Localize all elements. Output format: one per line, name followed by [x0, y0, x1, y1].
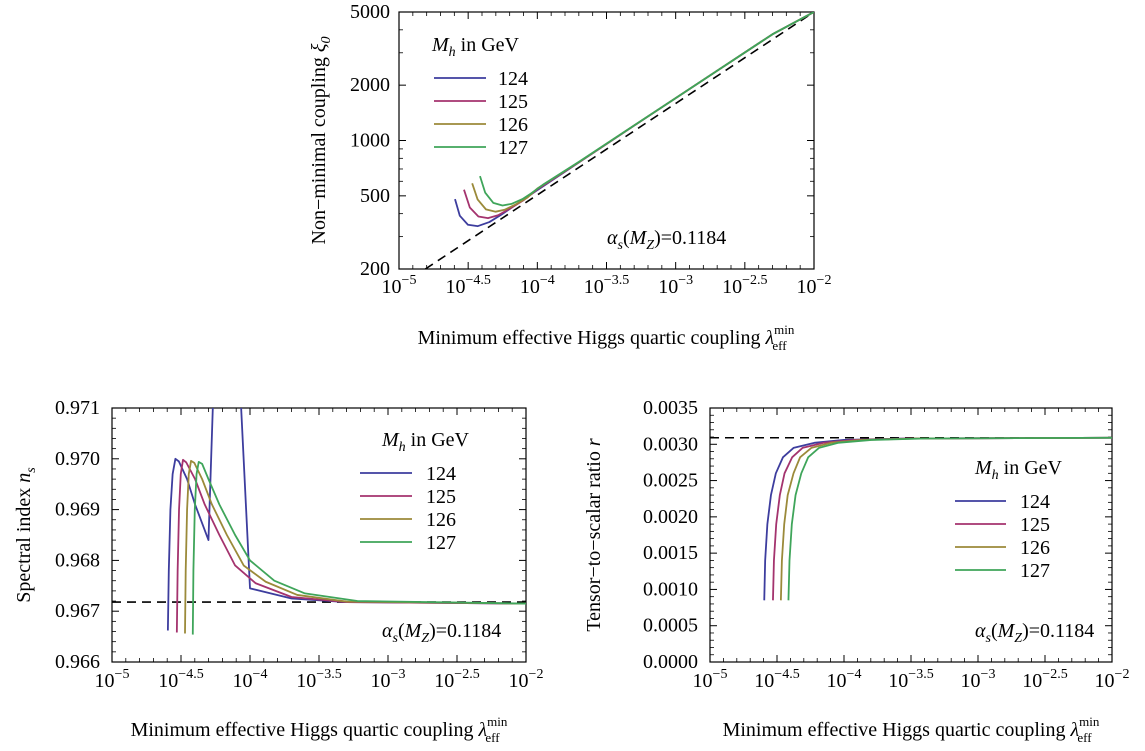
- x-tick-label: 10−5: [693, 667, 728, 692]
- x-tick-label: 10−3.5: [888, 667, 933, 692]
- x-tick-label: 10−2: [797, 273, 832, 298]
- y-tick-label: 0.0015: [643, 542, 698, 564]
- y-tick-label: 5000: [350, 1, 390, 23]
- x-tick-label: 10−3: [371, 667, 406, 692]
- y-tick-label: 0.969: [55, 499, 100, 521]
- chart-panel-1: 10−5 10−4.5 10−4 10−3.5 10−3 10−2.5 10−2 200 500…: [308, 1, 831, 353]
- x-tick-label: 10−3: [961, 667, 996, 692]
- series-line-127: [479, 12, 814, 207]
- y-tick-label: 0.0000: [643, 651, 698, 673]
- series-line-127: [191, 460, 526, 635]
- legend-title: Mh in GeV: [974, 457, 1063, 483]
- series-line-125: [175, 458, 526, 633]
- y-tick-label: 0.970: [55, 448, 100, 470]
- legend-title: Mh in GeV: [431, 34, 520, 60]
- y-tick-label: 1000: [350, 130, 390, 152]
- legend-label-124: 124: [1020, 491, 1050, 513]
- plot-area: [710, 436, 1112, 601]
- x-tick-label: 10−2.5: [722, 273, 767, 298]
- series-line-124: [166, 408, 526, 631]
- y-tick-label: 0.0030: [643, 433, 698, 455]
- series-line-127: [787, 436, 1112, 601]
- reference-line: [424, 12, 814, 269]
- x-tick-label: 10−3.5: [584, 273, 629, 298]
- x-tick-label: 10−2.5: [434, 667, 479, 692]
- legend-label-126: 126: [1020, 537, 1050, 559]
- y-axis-label: Non−minimal coupling ξ0: [308, 37, 334, 245]
- chart-panel-3: 10−5 10−4.5 10−4 10−3.5 10−3 10−2.5 10−2 0.0000…: [583, 397, 1129, 745]
- x-tick-label: 10−4.5: [754, 667, 799, 692]
- x-tick-label: 10−4.5: [445, 273, 490, 298]
- legend-label-127: 127: [498, 137, 528, 159]
- x-tick-label: 10−5: [95, 667, 130, 692]
- series-line-126: [779, 436, 1112, 601]
- y-tick-label: 0.0005: [643, 615, 698, 637]
- legend-label-126: 126: [498, 114, 528, 136]
- x-tick-label: 10−2: [509, 667, 544, 692]
- x-axis-label: Minimum effective Higgs quartic coupling…: [723, 714, 1100, 745]
- y-tick-label: 0.0010: [643, 578, 698, 600]
- x-tick-label: 10−3: [658, 273, 693, 298]
- x-tick-label: 10−3.5: [296, 667, 341, 692]
- legend-label-125: 125: [1020, 514, 1050, 536]
- x-tick-label: 10−5: [382, 273, 417, 298]
- legend-label-125: 125: [498, 91, 528, 113]
- legend-label-124: 124: [498, 68, 528, 90]
- plot-area: [112, 408, 526, 635]
- legend-label-126: 126: [426, 509, 456, 531]
- x-tick-label: 10−2: [1095, 667, 1130, 692]
- y-tick-label: 0.0035: [643, 397, 698, 419]
- legend-label-125: 125: [426, 486, 456, 508]
- y-tick-label: 200: [360, 258, 390, 280]
- y-tick-label: 0.967: [55, 600, 100, 622]
- chart-panel-2: 10−5 10−4.5 10−4 10−3.5 10−3 10−2.5 10−2 0.966 0…: [13, 397, 544, 745]
- y-tick-label: 0.0025: [643, 470, 698, 492]
- y-tick-label: 0.0020: [643, 506, 698, 528]
- legend-title: Mh in GeV: [381, 429, 470, 455]
- alpha-annotation: αs(MZ)=0.1184: [975, 620, 1094, 646]
- y-tick-label: 2000: [350, 74, 390, 96]
- alpha-annotation: αs(MZ)=0.1184: [382, 620, 501, 646]
- legend-label-127: 127: [426, 532, 456, 554]
- x-tick-label: 10−4.5: [158, 667, 203, 692]
- y-tick-label: 0.968: [55, 549, 100, 571]
- x-tick-label: 10−4: [827, 667, 862, 692]
- x-tick-label: 10−4: [520, 273, 555, 298]
- x-axis-label: Minimum effective Higgs quartic coupling…: [131, 714, 508, 745]
- y-tick-label: 0.971: [55, 397, 100, 419]
- x-tick-label: 10−4: [233, 667, 268, 692]
- y-axis-label: Tensor−to−scalar ratio r: [583, 438, 605, 632]
- x-tick-label: 10−2.5: [1022, 667, 1067, 692]
- legend-label-124: 124: [426, 463, 456, 485]
- y-tick-label: 0.966: [55, 651, 100, 673]
- alpha-annotation: αs(MZ)=0.1184: [607, 227, 726, 253]
- y-tick-label: 500: [360, 185, 390, 207]
- legend-label-127: 127: [1020, 560, 1050, 582]
- y-axis-label: Spectral index ns: [13, 467, 39, 603]
- series-line-126: [184, 459, 526, 634]
- x-axis-label: Minimum effective Higgs quartic coupling…: [418, 322, 795, 353]
- plot-area: [424, 12, 814, 269]
